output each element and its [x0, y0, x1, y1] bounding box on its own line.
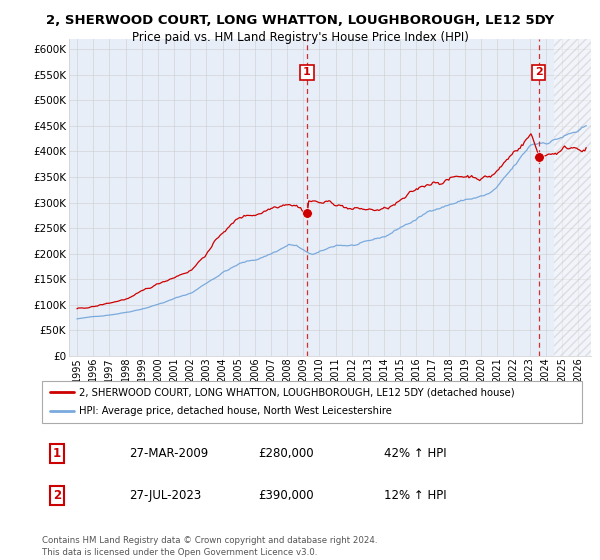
- Text: 2, SHERWOOD COURT, LONG WHATTON, LOUGHBOROUGH, LE12 5DY: 2, SHERWOOD COURT, LONG WHATTON, LOUGHBO…: [46, 14, 554, 27]
- Text: Price paid vs. HM Land Registry's House Price Index (HPI): Price paid vs. HM Land Registry's House …: [131, 31, 469, 44]
- Text: Contains HM Land Registry data © Crown copyright and database right 2024.
This d: Contains HM Land Registry data © Crown c…: [42, 536, 377, 557]
- Text: 27-MAR-2009: 27-MAR-2009: [129, 447, 208, 460]
- FancyBboxPatch shape: [42, 381, 582, 423]
- Text: HPI: Average price, detached house, North West Leicestershire: HPI: Average price, detached house, Nort…: [79, 407, 392, 417]
- Text: 1: 1: [303, 67, 311, 77]
- Text: 12% ↑ HPI: 12% ↑ HPI: [384, 489, 446, 502]
- Text: 2, SHERWOOD COURT, LONG WHATTON, LOUGHBOROUGH, LE12 5DY (detached house): 2, SHERWOOD COURT, LONG WHATTON, LOUGHBO…: [79, 387, 514, 397]
- Text: 2: 2: [53, 489, 61, 502]
- Text: 27-JUL-2023: 27-JUL-2023: [129, 489, 201, 502]
- Text: 42% ↑ HPI: 42% ↑ HPI: [384, 447, 446, 460]
- Text: 2: 2: [535, 67, 542, 77]
- Text: 1: 1: [53, 447, 61, 460]
- Text: £390,000: £390,000: [258, 489, 314, 502]
- Text: £280,000: £280,000: [258, 447, 314, 460]
